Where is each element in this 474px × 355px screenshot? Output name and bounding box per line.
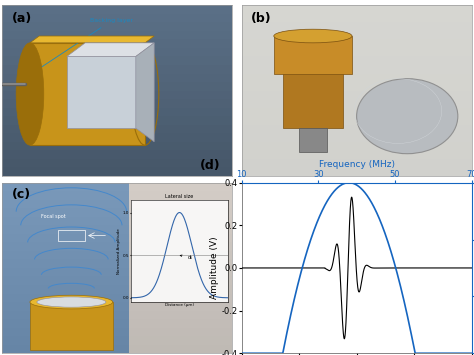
Ellipse shape — [274, 29, 352, 43]
Text: Backing layer: Backing layer — [39, 18, 133, 69]
Bar — [129, 191, 232, 200]
Bar — [2, 200, 129, 208]
Bar — [242, 91, 472, 108]
Bar — [129, 328, 232, 336]
Bar — [129, 251, 232, 260]
Ellipse shape — [356, 79, 458, 154]
Bar — [2, 328, 129, 336]
Text: (d): (d) — [200, 159, 221, 172]
Polygon shape — [67, 56, 136, 128]
Text: (b): (b) — [251, 12, 272, 25]
Bar — [129, 336, 232, 345]
Ellipse shape — [30, 295, 113, 309]
Bar — [129, 242, 232, 251]
Bar — [2, 133, 232, 142]
Bar — [2, 56, 232, 65]
Bar — [129, 260, 232, 268]
Text: (a): (a) — [11, 12, 32, 25]
Bar — [242, 125, 472, 142]
Bar — [2, 167, 232, 176]
Polygon shape — [30, 43, 145, 145]
Bar — [2, 22, 232, 31]
Bar — [2, 150, 232, 159]
Bar — [2, 82, 232, 91]
Bar — [2, 268, 129, 277]
Bar — [129, 200, 232, 208]
Bar — [2, 108, 232, 116]
Bar — [242, 142, 472, 159]
Polygon shape — [67, 43, 154, 56]
Bar — [2, 191, 129, 200]
Bar — [2, 183, 129, 191]
Y-axis label: Amplitude (V): Amplitude (V) — [210, 237, 219, 299]
Bar — [129, 345, 232, 353]
Bar — [129, 285, 232, 294]
Bar — [129, 311, 232, 319]
Bar — [129, 294, 232, 302]
Bar — [2, 99, 232, 108]
Bar — [242, 56, 472, 73]
Bar — [2, 73, 232, 82]
Bar — [129, 302, 232, 311]
Bar — [2, 65, 232, 73]
Polygon shape — [30, 36, 154, 43]
Bar — [2, 311, 129, 319]
Bar — [2, 336, 129, 345]
Bar — [2, 159, 232, 167]
Bar — [2, 116, 232, 125]
Bar — [129, 277, 232, 285]
Text: Matching layer: Matching layer — [90, 61, 137, 105]
Bar — [2, 319, 129, 328]
Bar — [2, 142, 232, 150]
Bar — [2, 91, 232, 99]
Bar — [129, 234, 232, 242]
Polygon shape — [136, 43, 154, 142]
Bar — [242, 159, 472, 176]
Bar — [129, 225, 232, 234]
Bar — [2, 260, 129, 268]
X-axis label: Frequency (MHz): Frequency (MHz) — [319, 160, 395, 169]
Bar — [2, 225, 129, 234]
Bar — [2, 31, 232, 39]
Bar — [2, 5, 232, 14]
Bar — [2, 285, 129, 294]
Polygon shape — [283, 53, 343, 128]
Bar — [242, 5, 472, 22]
Ellipse shape — [37, 297, 106, 307]
Bar — [2, 345, 129, 353]
Bar — [2, 277, 129, 285]
Bar — [242, 108, 472, 125]
Bar — [242, 39, 472, 56]
Bar — [2, 208, 129, 217]
Bar — [129, 319, 232, 328]
Bar — [2, 234, 129, 242]
Bar — [2, 14, 232, 22]
Bar — [2, 242, 129, 251]
Bar — [2, 294, 129, 302]
Polygon shape — [274, 36, 352, 73]
Bar — [2, 125, 232, 133]
Text: Focal spot: Focal spot — [41, 214, 65, 219]
Bar — [2, 48, 232, 56]
Bar — [129, 268, 232, 277]
Bar — [2, 217, 129, 225]
Bar — [2, 39, 232, 48]
Bar — [242, 22, 472, 39]
Text: (c): (c) — [11, 188, 31, 201]
Bar — [129, 208, 232, 217]
Polygon shape — [30, 302, 113, 350]
Bar — [129, 217, 232, 225]
Bar — [242, 73, 472, 91]
Bar — [2, 302, 129, 311]
Bar — [129, 183, 232, 191]
Ellipse shape — [16, 43, 44, 145]
Polygon shape — [299, 128, 327, 152]
Bar — [57, 230, 85, 241]
Bar — [2, 251, 129, 260]
Text: LiNbO₃: LiNbO₃ — [84, 39, 111, 84]
